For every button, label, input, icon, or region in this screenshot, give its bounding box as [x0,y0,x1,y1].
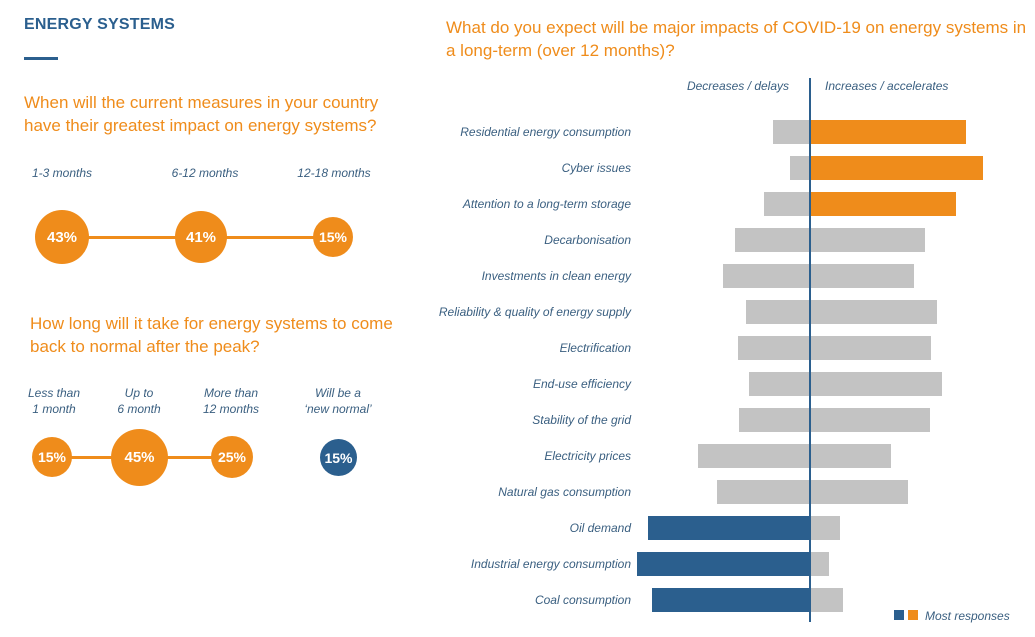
q1-bubble-3: 15% [313,217,353,257]
bar-decrease [648,516,810,540]
category-label: Natural gas consumption [498,485,631,499]
bar-decrease [698,444,810,468]
q2-option-label-4-line1: Will be a [315,386,361,400]
bar-increase [810,264,914,288]
bar-increase [810,516,840,540]
bar-decrease [717,480,810,504]
category-label: Attention to a long-term storage [462,197,631,211]
q1-option-label-1: 1-3 months [31,166,93,180]
q1-bubble-1: 43% [35,210,89,264]
bar-increase [810,588,843,612]
section-title-underline [24,57,58,60]
section-title: ENERGY SYSTEMS [24,16,175,33]
right-axis-header: Increases / accelerates [825,79,948,93]
left-axis-header: Decreases / delays [687,79,789,93]
bar-decrease [723,264,810,288]
category-label: Residential energy consumption [460,125,631,139]
bar-increase [810,444,891,468]
bar-increase [810,408,930,432]
q2-option-label-2-line1: Up to [124,386,154,400]
category-label: Electricity prices [544,449,631,463]
bar-increase [810,336,931,360]
bar-increase [810,300,937,324]
q1-option-label-2: 6-12 months [171,166,239,180]
q2-option-label-2: Up to 6 month [99,385,179,417]
q2-option-label-4-line2: ‘new normal’ [304,402,372,416]
bar-decrease [790,156,810,180]
category-label: Electrification [560,341,632,355]
category-label: Cyber issues [562,161,631,175]
category-label: Decarbonisation [544,233,631,247]
bars-group: Residential energy consumption Cyber issu… [439,120,983,612]
category-label: Coal consumption [535,593,631,607]
bar-decrease [738,336,810,360]
bar-increase [810,552,829,576]
legend-label: Most responses [925,609,1010,623]
bar-increase [810,192,956,216]
category-label: Reliability & quality of energy supply [439,305,632,319]
category-label: Oil demand [570,521,632,535]
bar-decrease [739,408,810,432]
q1-question: When will the current measures in your c… [24,93,379,135]
q2-option-label-3: More than 12 months [191,385,271,417]
category-label: Stability of the grid [532,413,631,427]
bar-decrease [746,300,810,324]
q2-option-label-2-line2: 6 month [117,402,161,416]
legend-swatch-orange [908,610,918,620]
bar-increase [810,480,908,504]
q2-question: How long will it take for energy systems… [30,314,393,356]
q2-bubble-4: 15% [320,439,357,476]
q1-bubble-2: 41% [175,211,227,263]
category-label: End-use efficiency [533,377,632,391]
bar-decrease [749,372,810,396]
bar-increase [810,372,942,396]
bar-decrease [637,552,810,576]
q2-bubble-2: 45% [111,429,168,486]
bar-increase [810,120,966,144]
q2-bubble-1: 15% [32,437,72,477]
q2-option-label-1: Less than 1 month [14,385,94,417]
q2-option-label-3-line2: 12 months [202,402,260,416]
category-label: Industrial energy consumption [471,557,631,571]
bar-increase [810,156,983,180]
q2-option-label-1-line1: Less than [27,386,81,400]
bar-increase [810,228,925,252]
q2-option-label-1-line2: 1 month [32,402,76,416]
legend-swatch-blue [894,610,904,620]
chart-title: What do you expect will be major impacts… [446,18,1027,60]
q2-option-label-4: Will be a ‘new normal’ [297,385,379,417]
bar-decrease [652,588,810,612]
bar-decrease [735,228,810,252]
q2-option-label-3-line1: More than [203,386,259,400]
q1-option-label-3: 12-18 months [297,166,371,180]
bar-decrease [773,120,810,144]
q2-bubble-3: 25% [211,436,253,478]
category-label: Investments in clean energy [482,269,632,283]
bar-decrease [764,192,810,216]
